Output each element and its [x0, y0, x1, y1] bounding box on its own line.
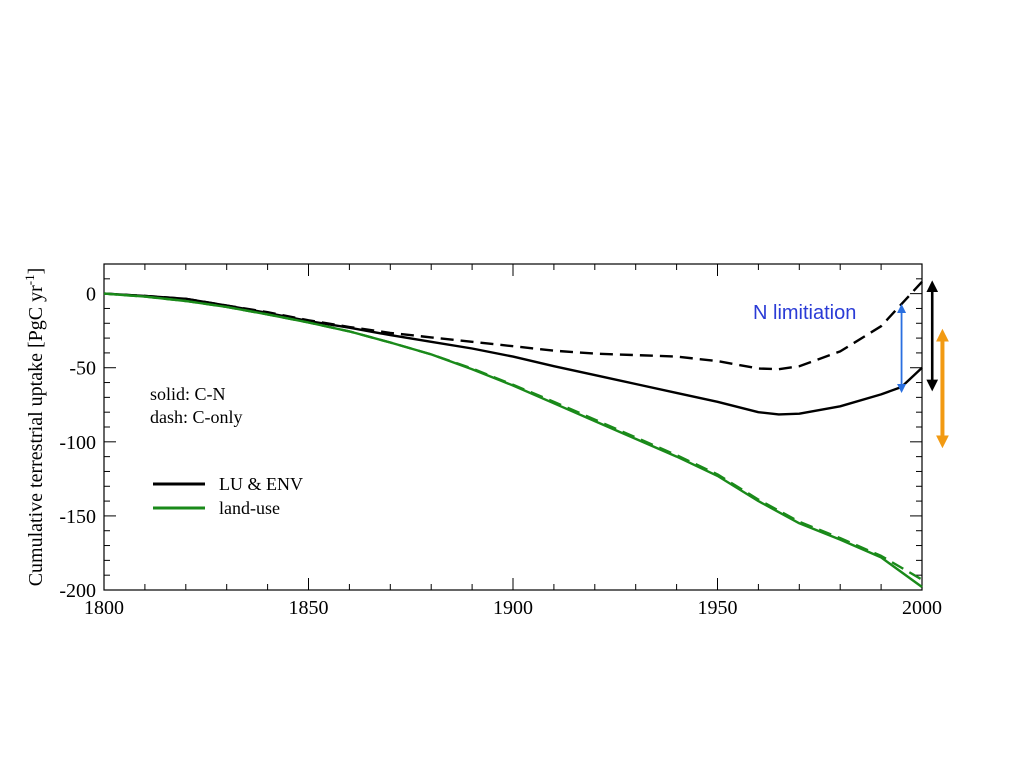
x-axis-tick-labels: 1800 1850 1900 1950 2000	[84, 597, 942, 619]
x-tick-label: 1900	[493, 597, 533, 619]
y-tick-label: -50	[69, 358, 96, 380]
legend: LU & ENV land-use	[153, 474, 303, 518]
note-solid: solid: C-N	[150, 384, 226, 404]
x-tick-label: 1950	[698, 597, 738, 619]
note-dash: dash: C-only	[150, 407, 243, 427]
y-tick-label: -100	[59, 432, 96, 454]
x-tick-label: 1850	[289, 597, 329, 619]
series-line-4	[103, 292, 923, 581]
y-tick-label: -150	[59, 506, 96, 528]
x-tick-label: 1800	[84, 597, 124, 619]
y-tick-label: 0	[86, 284, 96, 306]
y-axis-tick-labels: 0 -50 -100 -150 -200	[59, 284, 96, 602]
n-limitation-label: N limitiation	[753, 302, 856, 324]
legend-label-lu-env: LU & ENV	[219, 474, 303, 494]
arrow-layer	[897, 280, 949, 449]
y-axis-label: Cumulative terrestrial uptake [PgC yr-1]	[22, 268, 47, 587]
legend-label-land-use: land-use	[219, 498, 280, 518]
series-line-2	[103, 280, 923, 371]
series-line-3	[103, 292, 923, 588]
series-layer	[103, 280, 923, 588]
x-tick-label: 2000	[902, 597, 942, 619]
y-tick-label: -200	[59, 580, 96, 602]
